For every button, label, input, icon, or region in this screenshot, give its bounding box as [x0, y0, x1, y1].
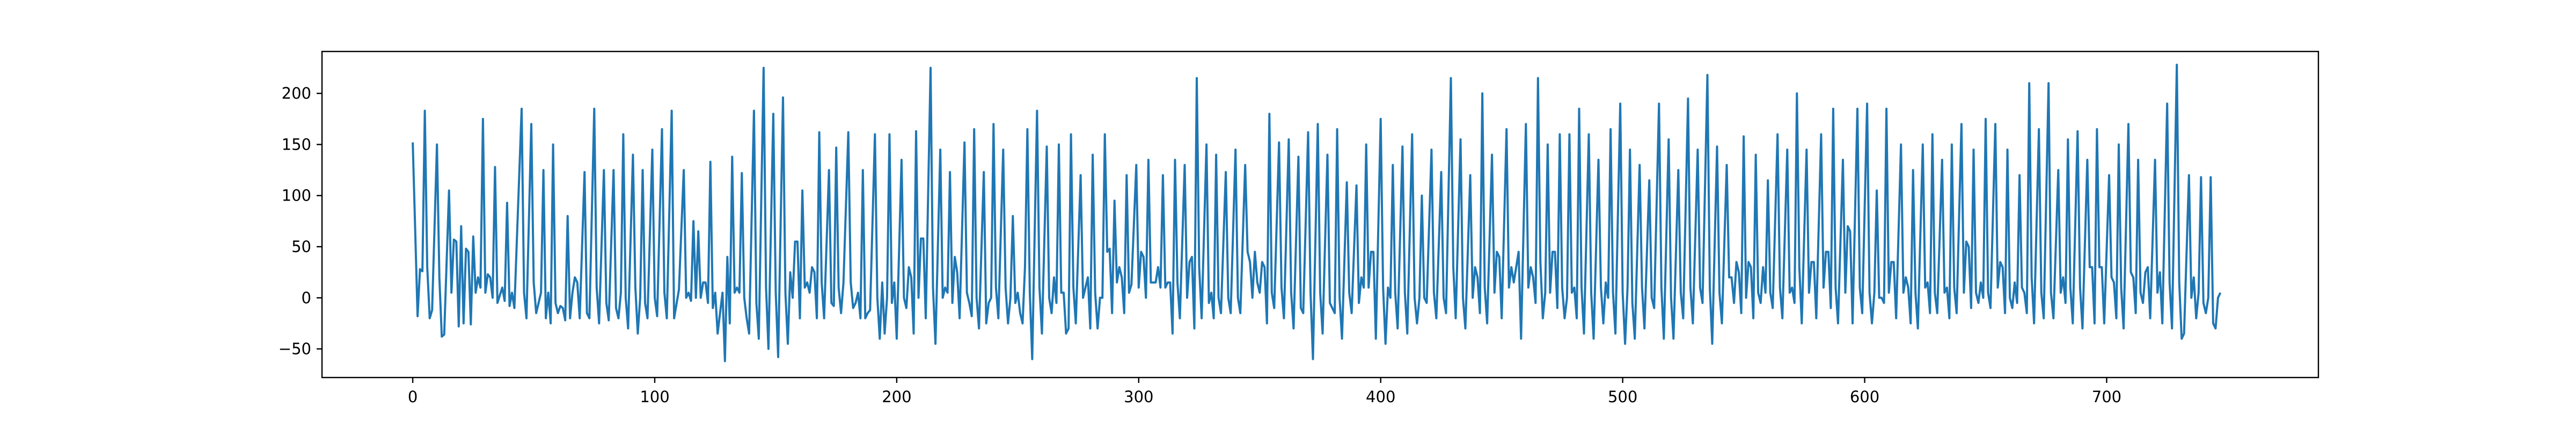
y-tick-label: 50	[291, 238, 311, 256]
x-axis-ticks: 0 100 200 300 400 500 600 700	[408, 378, 2121, 406]
y-tick-label: 100	[282, 187, 311, 205]
x-tick-label: 0	[408, 388, 418, 406]
x-tick-label: 700	[2092, 388, 2121, 406]
y-tick-label: 0	[302, 289, 311, 307]
plot-frame	[321, 50, 2319, 379]
x-tick-label: 100	[640, 388, 669, 406]
x-tick-label: 300	[1124, 388, 1153, 406]
y-tick-label: 200	[282, 84, 311, 102]
plot-area	[322, 51, 2318, 378]
x-tick-label: 500	[1608, 388, 1637, 406]
series-line-1	[412, 63, 2222, 363]
y-tick-label: 150	[282, 135, 311, 153]
x-tick-label: 200	[882, 388, 911, 406]
y-tick-label: −50	[279, 340, 311, 358]
x-tick-label: 600	[1850, 388, 1879, 406]
series-layer	[412, 63, 2222, 363]
y-axis-ticks: −50 0 50 100 150 200	[279, 84, 322, 358]
x-tick-label: 400	[1366, 388, 1395, 406]
